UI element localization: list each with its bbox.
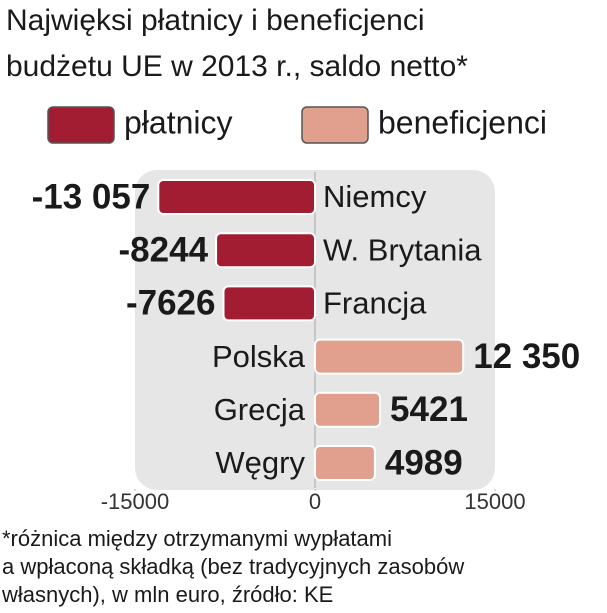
category-label: Niemcy (323, 179, 427, 214)
x-tick-label: -15000 (101, 489, 170, 514)
bar (222, 285, 317, 322)
legend-swatch (301, 106, 369, 144)
legend-label: płatnicy (124, 104, 233, 140)
footnote: własnych), w mln euro, źródło: KE (1, 582, 333, 607)
bar (157, 179, 316, 215)
bar (314, 391, 382, 428)
category-label: W. Brytania (323, 232, 482, 267)
value-label: -7626 (126, 284, 216, 323)
footnote: a wpłaconą składką (bez tradycyjnych zas… (2, 554, 464, 579)
bar (314, 445, 376, 481)
x-tick-label: 15000 (464, 489, 525, 514)
legend-label: beneficjenci (378, 104, 547, 140)
bar (215, 232, 317, 269)
value-label: -8244 (119, 230, 209, 269)
footnote: *różnica między otrzymanymi wypłatami (2, 526, 392, 551)
legend-swatch (47, 106, 115, 144)
category-label: Francja (323, 286, 427, 321)
value-label: -13 057 (32, 177, 151, 216)
value-label: 12 350 (473, 337, 580, 376)
value-label: 5421 (390, 390, 468, 429)
category-label: Węgry (215, 445, 305, 480)
bar (314, 338, 465, 375)
x-tick-label: 0 (309, 489, 321, 514)
value-label: 4989 (385, 443, 463, 482)
chart-title: Najwięksi płatnicy i beneficjenci (6, 4, 425, 37)
category-label: Grecja (214, 392, 306, 427)
chart-title: budżetu UE w 2013 r., saldo netto* (6, 50, 468, 83)
category-label: Polska (212, 339, 306, 374)
